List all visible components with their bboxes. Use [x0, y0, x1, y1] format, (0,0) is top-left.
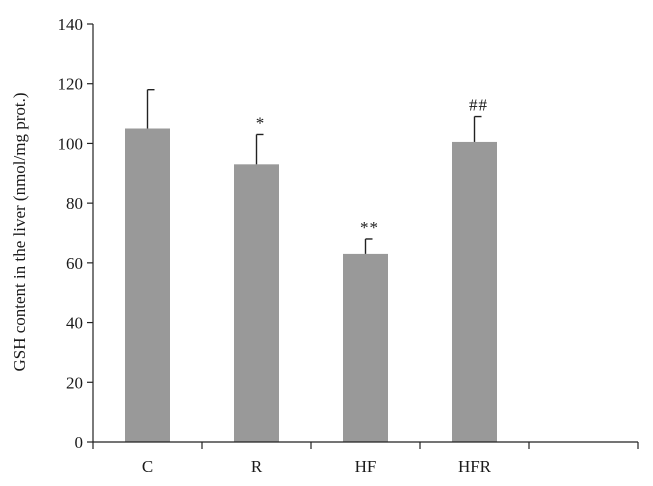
significance-marker: ## [469, 96, 488, 115]
bar-r [234, 164, 279, 443]
y-tick-label: 40 [66, 314, 83, 333]
y-tick-label: 0 [75, 433, 84, 452]
bar-hfr [452, 141, 497, 442]
bar-c [125, 128, 170, 442]
y-tick-label: 80 [66, 194, 83, 213]
bars [125, 128, 497, 443]
y-tick-label: 20 [66, 373, 83, 392]
y-axis-ticks: 0 20 40 60 80 100 120 140 [58, 15, 93, 452]
y-tick-label: 120 [58, 75, 84, 94]
y-axis-label: GSH content in the liver (nmol/mg prot.) [10, 92, 29, 371]
x-tick-label: HF [355, 457, 377, 476]
significance-marker: * [256, 113, 266, 132]
y-tick-label: 140 [58, 15, 84, 34]
significance-markers: ***## [256, 96, 488, 237]
y-tick-label: 60 [66, 254, 83, 273]
significance-marker: ** [360, 218, 379, 237]
bar-hf [343, 253, 388, 442]
y-tick-label: 100 [58, 134, 84, 153]
x-axis: C R HF HFR [92, 441, 639, 476]
x-tick-label: HFR [458, 457, 492, 476]
x-tick-label: R [251, 457, 263, 476]
x-tick-label: C [142, 457, 153, 476]
error-bars [146, 88, 482, 254]
